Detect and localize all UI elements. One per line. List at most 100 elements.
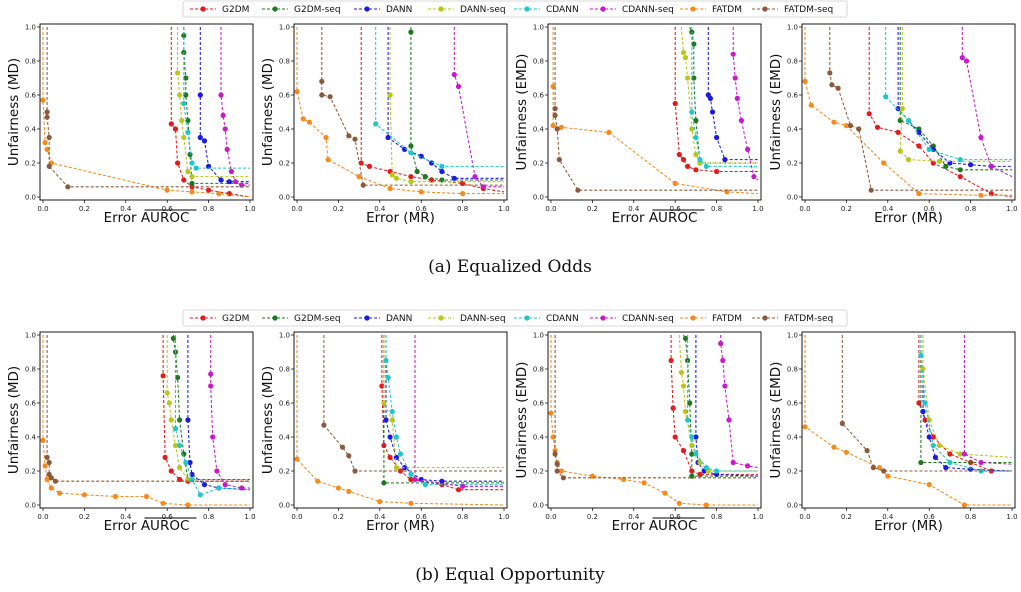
point-g2dm-seq	[183, 92, 189, 98]
x-tick-label: 1.0	[244, 205, 255, 213]
legend-label: CDANN	[546, 314, 579, 324]
y-axis-label: Unfairness (MD)	[6, 366, 22, 474]
point-fatdm	[926, 482, 932, 488]
x-tick-label: 0.6	[670, 205, 682, 213]
point-cdann-seq	[232, 179, 239, 185]
legend-label: DANN-seq	[460, 5, 506, 15]
point-cdann-seq	[726, 417, 732, 423]
y-axis-label: Unfairness (EMD)	[768, 54, 784, 171]
point-g2dm	[175, 160, 181, 166]
caption-equalized-odds: (a) Equalized Odds	[428, 257, 592, 277]
series-line-g2dm-seq	[410, 27, 504, 181]
y-tick-label: 0.8	[787, 366, 798, 374]
legend-label: CDANN	[546, 5, 579, 15]
point-dann-seq	[381, 400, 387, 406]
point-fatdm-seq	[870, 465, 876, 471]
point-fatdm-seq	[827, 70, 833, 76]
point-fatdm	[112, 493, 118, 500]
legend-item-g2dm: G2DM	[190, 5, 249, 15]
point-fatdm	[160, 500, 166, 506]
point-dann	[185, 417, 191, 423]
series-line-cdann-seq	[220, 27, 250, 186]
series-line-cdann-seq	[732, 27, 759, 181]
point-cdann	[181, 100, 187, 107]
point-cdann	[689, 434, 695, 440]
x-tick-label: 0.0	[37, 513, 48, 521]
point-g2dm	[379, 383, 385, 389]
point-g2dm	[693, 167, 699, 173]
point-dann-seq	[389, 172, 395, 178]
series-line-dann	[385, 335, 504, 482]
x-tick-label: 0.6	[670, 513, 682, 521]
legend-item-g2dm: G2DM	[190, 314, 249, 324]
point-dann-seq	[175, 70, 181, 76]
point-fatdm-seq	[835, 85, 841, 91]
point-g2dm	[676, 151, 682, 158]
x-tick-label: 1.0	[498, 205, 509, 213]
point-cdann	[689, 109, 695, 115]
point-dann-seq	[897, 148, 903, 154]
point-fatdm	[189, 189, 195, 195]
y-axis-label: Unfairness (EMD)	[514, 362, 530, 479]
point-dann	[226, 179, 232, 185]
x-axis-label: Error AUROC	[612, 210, 698, 226]
point-cdann	[957, 157, 963, 163]
y-tick-label: 0.4	[279, 434, 291, 442]
x-tick-label: 0.0	[545, 513, 556, 521]
point-fatdm	[57, 490, 63, 496]
series-line-dann-seq	[166, 335, 250, 481]
y-tick-label: 0.0	[533, 502, 544, 510]
point-g2dm	[668, 357, 674, 364]
point-fatdm	[641, 480, 647, 486]
series-group	[802, 27, 1013, 198]
point-fatdm	[300, 116, 306, 122]
x-tick-label: 0.6	[416, 205, 428, 213]
y-tick-label: 0.8	[25, 58, 36, 66]
legend-swatch-marker	[690, 315, 696, 321]
point-dann	[429, 160, 435, 166]
series-line-cdann-seq	[453, 27, 504, 188]
y-axis-label: Unfairness (EMD)	[768, 362, 784, 479]
point-dann	[916, 129, 922, 135]
point-fatdm	[356, 174, 362, 180]
y-tick-label: 0.4	[787, 434, 799, 442]
point-fatdm	[676, 500, 682, 506]
series-line-g2dm	[381, 335, 504, 491]
series-line-fatdm	[804, 335, 1012, 506]
point-fatdm-seq	[552, 106, 558, 112]
series-line-cdann	[183, 27, 250, 169]
point-g2dm-seq	[943, 163, 949, 169]
point-fatdm-seq	[856, 126, 862, 132]
y-tick-label: 0.2	[533, 160, 544, 168]
point-g2dm-seq	[691, 75, 697, 81]
y-tick-label: 0.2	[25, 468, 36, 476]
legend-item-fatdm-seq: FATDM-seq	[752, 314, 833, 324]
series-group	[40, 335, 251, 508]
legend-swatch-marker	[600, 315, 606, 321]
legend-swatch-marker	[690, 6, 696, 12]
point-fatdm-seq	[346, 133, 352, 139]
point-fatdm-seq	[46, 459, 52, 466]
point-g2dm	[160, 373, 166, 379]
point-fatdm-seq	[327, 94, 333, 100]
y-tick-label: 0.4	[533, 434, 545, 442]
legend-item-cdann-seq: CDANN-seq	[590, 5, 674, 15]
point-dann-seq	[177, 92, 183, 98]
legend-label: G2DM-seq	[294, 314, 341, 324]
point-dann-seq	[181, 134, 187, 141]
series-group	[40, 27, 251, 198]
y-tick-label: 0.6	[279, 400, 291, 408]
point-cdann	[189, 160, 195, 166]
x-tick-label: 0.2	[79, 513, 90, 521]
y-tick-label: 0.2	[787, 160, 798, 168]
point-fatdm	[44, 476, 50, 483]
point-dann-seq	[682, 55, 689, 61]
point-dann	[385, 134, 391, 141]
legend-swatch-marker	[600, 6, 606, 12]
y-tick-label: 0.2	[279, 160, 290, 168]
point-cdann	[216, 485, 222, 491]
point-fatdm-seq	[360, 182, 366, 188]
point-g2dm-seq	[687, 400, 693, 406]
x-axis-label: Error AUROC	[104, 518, 190, 534]
series-line-dann-seq	[922, 335, 1013, 458]
